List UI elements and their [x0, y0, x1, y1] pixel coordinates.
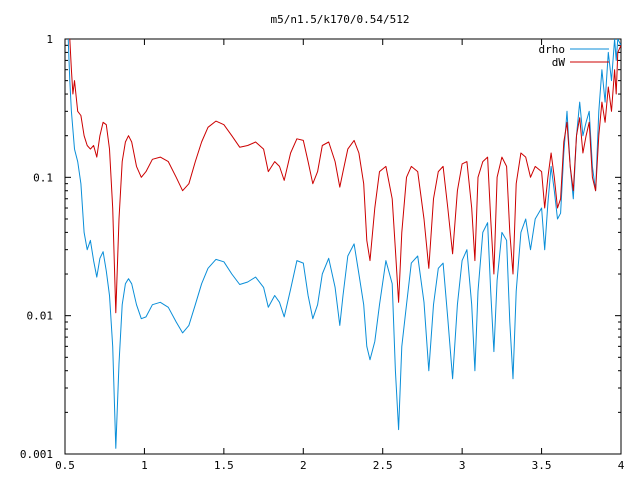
- series-layer: [67, 39, 621, 449]
- y-tick-label: 0.1: [33, 171, 53, 184]
- x-tick-label: 0.5: [55, 459, 75, 472]
- x-tick-label: 3.5: [532, 459, 552, 472]
- plot-frame: [64, 38, 622, 455]
- y-tick-label: 0.001: [20, 448, 53, 461]
- chart-title: m5/n1.5/k170/0.54/512: [270, 13, 409, 26]
- y-tick-label: 1: [46, 33, 53, 46]
- x-tick-label: 3: [459, 459, 466, 472]
- x-tick-label: 1.5: [214, 459, 234, 472]
- legend-label: dW: [552, 56, 566, 69]
- axes: 0.5 1 1.5 2 2.5 3 3.5 4 0.001 0.01 0.1 1: [20, 33, 625, 472]
- legend-label: drho: [539, 43, 566, 56]
- series-line-drho: [67, 39, 621, 449]
- x-tick-label: 1: [141, 459, 148, 472]
- x-tick-label: 4: [618, 459, 625, 472]
- x-tick-label: 2: [300, 459, 307, 472]
- series-line-dw: [69, 39, 621, 314]
- y-tick-label: 0.01: [27, 310, 54, 323]
- x-tick-label: 2.5: [373, 459, 393, 472]
